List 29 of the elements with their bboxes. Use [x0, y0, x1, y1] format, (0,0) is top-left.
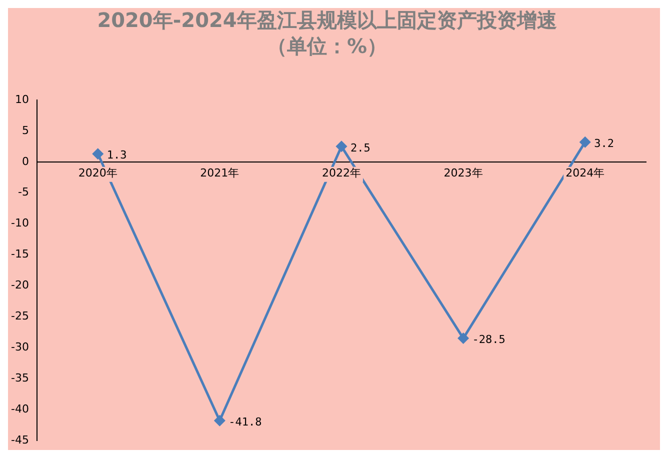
y-tick-label: -20 — [11, 278, 29, 292]
y-tick-label: -35 — [11, 371, 29, 384]
point — [214, 415, 225, 426]
y-tick-label: 10 — [14, 92, 29, 106]
point — [92, 148, 104, 160]
chart-subtitle: （单位：%） — [266, 34, 388, 58]
y-tick-label: -40 — [11, 402, 29, 416]
data-label: -41.8 — [228, 415, 262, 428]
y-tick-label: -10 — [11, 216, 29, 230]
y-tick-label: -25 — [11, 309, 29, 322]
y-tick-label: 5 — [22, 124, 29, 137]
point — [580, 136, 590, 148]
y-tick-label: 0 — [22, 154, 29, 168]
point — [458, 333, 469, 344]
x-tick-label: 2020年 — [78, 166, 118, 180]
y-tick-label: -30 — [11, 340, 29, 354]
data-label: -28.5 — [472, 333, 506, 346]
x-tick-label: 2021年 — [200, 166, 240, 180]
x-tick-label: 2022年 — [322, 166, 361, 180]
y-tick-label: -5 — [18, 186, 29, 199]
y-tick-label: -15 — [11, 248, 29, 261]
x-tick-label: 2024年 — [566, 166, 605, 180]
data-label: 2.5 — [350, 141, 370, 154]
x-tick-label: 2023年 — [444, 166, 483, 180]
data-label: 3.2 — [594, 136, 614, 150]
chart-title: 2020年-2024年盈江县规模以上固定资产投资增速 — [97, 8, 557, 32]
data-label: 1.3 — [106, 148, 127, 162]
y-tick-label: -45 — [11, 433, 29, 446]
point — [336, 141, 347, 152]
